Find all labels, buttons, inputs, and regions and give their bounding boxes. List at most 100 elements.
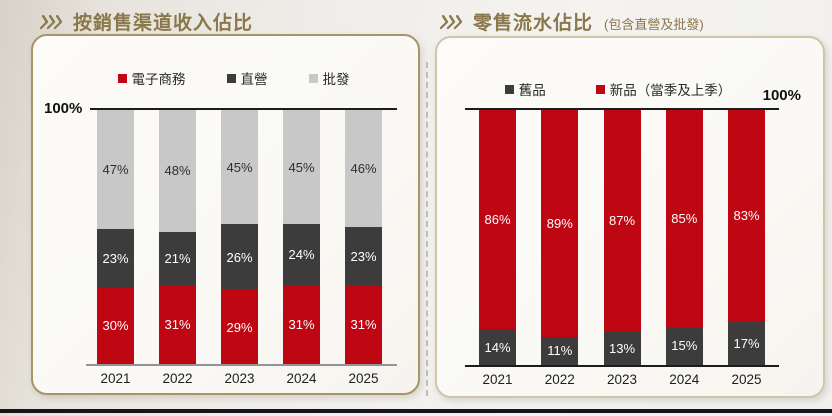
bottom-accent-bar: [0, 409, 832, 413]
bar-segment-批發: 46%: [345, 110, 382, 227]
legend-item: 新品（當季及上季）: [595, 79, 732, 99]
x-axis-tick-label: 2024: [286, 371, 317, 386]
bar-value-label: 83%: [733, 208, 760, 224]
bar-segment-新品（當季及上季）: 85%: [665, 110, 703, 327]
x-axis-tick-label: 2023: [606, 372, 638, 387]
legend-swatch: [117, 73, 127, 83]
left-y-axis-max-label: 100%: [44, 100, 83, 117]
bar-segment-直營: 24%: [283, 224, 320, 286]
bar-column: 14% 86%: [479, 110, 516, 365]
bar-value-label: 14%: [484, 339, 511, 355]
bar-segment-批發: 47%: [97, 110, 134, 230]
right-panel-header: 零售流水佔比 (包含直營及批發): [439, 8, 704, 35]
left-chart-bars: 30% 23% 47% 31% 21% 48% 29% 26% 45% 31% 24% 45% 31% 2…: [90, 110, 397, 364]
bar-value-label: 21%: [164, 251, 191, 267]
bar-segment-批發: 48%: [159, 110, 196, 232]
x-axis-tick-label: 2022: [544, 372, 575, 387]
bar-segment-舊品: 13%: [603, 331, 641, 365]
bar-value-label: 23%: [102, 251, 129, 267]
bar-value-label: 11%: [547, 343, 573, 359]
bar-segment-電子商務: 31%: [283, 285, 320, 364]
bar-value-label: 17%: [733, 335, 760, 351]
x-axis-tick-label: 2024: [669, 372, 700, 387]
chevrons-icon: [439, 14, 464, 30]
legend-label: 新品（當季及上季）: [609, 83, 732, 98]
right-100pct-gridline: [465, 108, 779, 110]
bar-column: 17% 83%: [728, 110, 765, 365]
bar-segment-直營: 26%: [221, 224, 258, 291]
bar-column: 29% 26% 45%: [221, 110, 258, 364]
x-axis-tick-label: 2023: [224, 371, 255, 386]
bar-value-label: 87%: [608, 213, 636, 229]
bar-segment-批發: 45%: [221, 110, 258, 225]
bar-value-label: 48%: [164, 163, 191, 179]
legend-item: 電子商務: [117, 68, 186, 88]
bar-value-label: 23%: [350, 248, 377, 264]
left-chart-title: 按銷售渠道收入佔比: [73, 13, 254, 34]
right-chart-subtitle: (包含直營及批發): [604, 17, 704, 32]
bar-segment-直營: 23%: [97, 229, 134, 288]
panel-divider: [426, 62, 428, 396]
bar-column: 30% 23% 47%: [97, 110, 134, 364]
x-axis-tick-label: 2022: [162, 371, 193, 386]
left-100pct-gridline: [90, 108, 397, 110]
bar-segment-電子商務: 31%: [159, 285, 196, 364]
bar-segment-新品（當季及上季）: 83%: [728, 110, 765, 322]
legend-label: 舊品: [518, 83, 546, 98]
right-chart-title: 零售流水佔比: [473, 13, 594, 34]
x-axis-tick-label: 2021: [482, 372, 513, 387]
right-chart-card: 舊品 新品（當季及上季） 100% 14% 86% 11% 89% 13% 87% 15% 85…: [435, 36, 825, 398]
bar-value-label: 31%: [288, 317, 315, 333]
legend-item: 直營: [226, 68, 268, 88]
right-chart-legend: 舊品 新品（當季及上季）: [437, 79, 823, 99]
legend-label: 電子商務: [131, 72, 186, 87]
legend-swatch: [308, 73, 318, 83]
legend-label: 批發: [322, 72, 350, 87]
bar-segment-電子商務: 31%: [345, 285, 382, 364]
bar-column: 15% 85%: [665, 110, 703, 365]
bar-segment-電子商務: 29%: [221, 290, 258, 364]
bar-segment-直營: 21%: [159, 231, 196, 286]
bar-value-label: 47%: [102, 162, 129, 178]
legend-swatch: [504, 84, 514, 94]
bar-value-label: 45%: [226, 159, 253, 175]
bar-value-label: 29%: [226, 319, 253, 335]
bar-column: 11% 89%: [541, 110, 579, 365]
bar-value-label: 46%: [350, 160, 377, 176]
bar-value-label: 31%: [350, 317, 377, 333]
legend-item: 舊品: [504, 79, 546, 99]
right-chart-bars: 14% 86% 11% 89% 13% 87% 15% 85% 17% 83%: [465, 110, 779, 365]
left-x-axis-labels: 2021 2022 2023 2024 2025: [90, 371, 397, 386]
bar-column: 31% 24% 45%: [283, 110, 320, 364]
x-axis-tick-label: 2021: [100, 371, 131, 386]
legend-swatch: [595, 84, 605, 94]
bar-column: 31% 23% 46%: [345, 110, 382, 364]
bar-segment-新品（當季及上季）: 87%: [603, 110, 641, 332]
bar-value-label: 26%: [226, 249, 253, 265]
bar-value-label: 13%: [608, 340, 636, 356]
bar-value-label: 86%: [484, 212, 511, 228]
bar-segment-新品（當季及上季）: 89%: [541, 110, 579, 337]
right-chart-plot: 14% 86% 11% 89% 13% 87% 15% 85% 17% 83% 2021 2022 2…: [465, 108, 779, 387]
bar-segment-新品（當季及上季）: 86%: [479, 110, 516, 330]
left-chart-legend: 電子商務 直營 批發: [33, 68, 418, 88]
right-y-axis-max-label: 100%: [762, 87, 801, 104]
bar-value-label: 15%: [671, 338, 698, 354]
bar-segment-舊品: 11%: [541, 336, 579, 365]
bar-value-label: 31%: [164, 317, 191, 333]
bar-value-label: 85%: [671, 210, 698, 226]
bar-segment-批發: 45%: [283, 110, 320, 225]
bar-segment-舊品: 15%: [665, 326, 703, 365]
bar-value-label: 89%: [546, 215, 573, 231]
left-chart-plot: 30% 23% 47% 31% 21% 48% 29% 26% 45% 31% 24% 45% 31% 2…: [86, 108, 397, 386]
x-axis-tick-label: 2025: [348, 371, 379, 386]
bar-column: 13% 87%: [603, 110, 641, 365]
right-x-axis-labels: 2021 2022 2023 2024 2025: [465, 372, 779, 387]
chevrons-icon: [39, 14, 64, 30]
bar-segment-舊品: 14%: [479, 329, 516, 365]
bar-value-label: 45%: [288, 159, 315, 175]
left-x-axis-line: [86, 364, 397, 366]
left-panel-header: 按銷售渠道收入佔比: [39, 8, 254, 35]
bar-segment-舊品: 17%: [728, 321, 765, 365]
